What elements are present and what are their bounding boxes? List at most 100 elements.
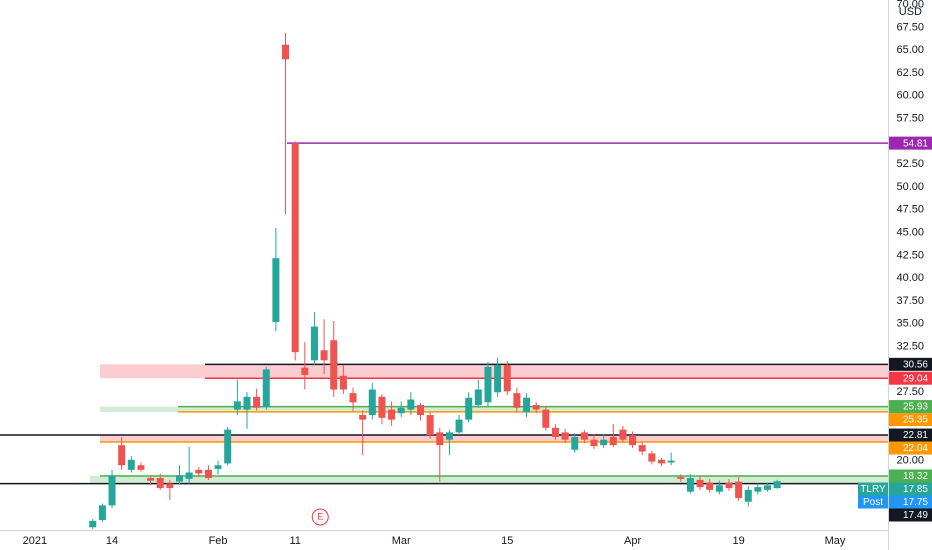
- x-tick-label: Feb: [209, 535, 228, 547]
- candle-body: [320, 350, 328, 361]
- candle-body: [262, 369, 270, 407]
- candle-body: [397, 407, 405, 414]
- x-tick-label: 15: [501, 535, 513, 547]
- candle-body: [571, 436, 579, 450]
- candle-body: [137, 465, 145, 470]
- candle-body: [580, 432, 588, 440]
- price-tag-value: 54.81: [903, 138, 928, 149]
- candle-body: [532, 405, 540, 410]
- candle-body: [744, 489, 752, 502]
- candle-body: [638, 445, 646, 452]
- x-tick-label: Apr: [624, 535, 641, 547]
- candle-body: [764, 485, 772, 490]
- currency-label: USD: [899, 6, 922, 18]
- candle-body: [310, 326, 318, 361]
- y-tick-label: 67.50: [896, 21, 924, 33]
- candle-body: [291, 143, 299, 353]
- candle-body: [561, 432, 569, 440]
- event-marker: [311, 508, 329, 526]
- y-tick-label: 37.50: [896, 295, 924, 307]
- price-tag: [889, 413, 932, 427]
- candle-body: [166, 483, 174, 489]
- y-tick-label: 52.50: [896, 158, 924, 170]
- candle-body: [609, 436, 617, 446]
- candle-body: [426, 415, 434, 436]
- candle-body: [378, 396, 386, 418]
- candle-body: [185, 472, 193, 479]
- candle-body: [445, 432, 453, 440]
- event-label: E: [317, 511, 323, 521]
- price-tag-value: 25.93: [903, 402, 928, 413]
- x-tick-label: Mar: [392, 535, 411, 547]
- candle-body: [118, 445, 126, 466]
- candle-body: [619, 429, 627, 440]
- candle-body: [773, 481, 781, 489]
- candle-body: [686, 478, 694, 492]
- candle-body: [513, 393, 521, 408]
- y-tick-label: 57.50: [896, 112, 924, 124]
- price-tag-name: Post: [863, 497, 883, 508]
- y-tick-label: 42.50: [896, 249, 924, 261]
- price-tag: [889, 136, 932, 150]
- price-tag: [889, 441, 932, 455]
- price-tag: [889, 482, 932, 496]
- zone: [100, 435, 888, 443]
- candle-body: [359, 415, 367, 420]
- price-tag-name: TLRY: [860, 484, 886, 495]
- y-tick-label: 20.00: [896, 455, 924, 467]
- price-tag: [889, 469, 932, 483]
- candle-body: [600, 439, 608, 446]
- price-tag: [889, 371, 932, 385]
- y-tick-label: 45.00: [896, 227, 924, 239]
- candle-body: [272, 258, 280, 323]
- price-tag: [889, 400, 932, 414]
- candle-body: [706, 482, 714, 490]
- x-tick-label: May: [825, 535, 846, 547]
- candle-body: [667, 460, 675, 463]
- candle-body: [735, 481, 743, 499]
- candle-body: [715, 485, 723, 492]
- candle-body: [503, 364, 511, 392]
- candle-body: [89, 520, 97, 528]
- candle-body: [542, 409, 550, 428]
- price-tag-name-box: [858, 495, 888, 509]
- candle-body: [648, 453, 656, 462]
- candle-body: [523, 397, 531, 413]
- price-tag-name-box: [858, 482, 888, 496]
- price-tag-value: 17.85: [903, 484, 928, 495]
- y-tick-label: 35.00: [896, 318, 924, 330]
- candle-body: [658, 459, 665, 464]
- price-tag-value: 30.56: [903, 359, 928, 370]
- y-tick-label: 32.50: [896, 341, 924, 353]
- price-tag-value: 17.75: [903, 497, 928, 508]
- candle-body: [282, 44, 290, 60]
- candle-body: [214, 465, 222, 469]
- candle-body: [233, 401, 241, 410]
- candle-body: [725, 482, 733, 489]
- price-tag-value: 18.32: [903, 471, 928, 482]
- candle-body: [754, 487, 762, 492]
- candle-body: [204, 469, 212, 479]
- y-tick-label: 47.50: [896, 204, 924, 216]
- y-tick-label: 62.50: [896, 67, 924, 79]
- candle-body: [474, 389, 482, 406]
- candle-body: [629, 435, 637, 446]
- y-tick-label: 40.00: [896, 272, 924, 284]
- candle-body: [98, 505, 106, 520]
- candle-body: [243, 396, 251, 410]
- candle-body: [465, 397, 473, 420]
- candle-body: [156, 478, 164, 489]
- zone: [100, 406, 888, 412]
- price-tag-value: 22.04: [903, 443, 928, 454]
- y-tick-label: 27.50: [896, 386, 924, 398]
- price-tag-value: 25.35: [903, 415, 928, 426]
- candle-body: [494, 364, 502, 393]
- candle-body: [147, 478, 155, 481]
- price-tag-value: 17.49: [903, 510, 928, 521]
- candle-body: [195, 469, 203, 474]
- candle-body: [417, 405, 424, 416]
- candle-body: [176, 475, 183, 482]
- y-tick-label: 60.00: [896, 90, 924, 102]
